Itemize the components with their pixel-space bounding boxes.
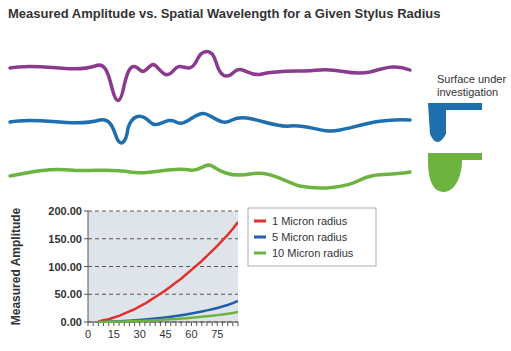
x-tick <box>150 322 151 326</box>
x-tick <box>155 322 156 326</box>
y-tick <box>84 266 88 267</box>
grid-line <box>88 211 238 212</box>
series-line <box>98 222 238 321</box>
x-tick-label: 30 <box>134 328 146 340</box>
x-tick <box>170 322 171 326</box>
x-tick <box>175 322 176 326</box>
x-tick <box>88 322 89 326</box>
x-tick-label: 0 <box>85 328 91 340</box>
x-tick-label: 60 <box>185 328 197 340</box>
x-tick <box>201 322 202 326</box>
grid-line <box>88 266 238 267</box>
x-tick <box>232 322 233 326</box>
legend-label: 1 Micron radius <box>272 215 348 227</box>
x-tick <box>139 322 140 326</box>
grid-line <box>88 238 238 239</box>
legend-swatch <box>254 252 266 255</box>
x-tick <box>165 322 166 326</box>
y-tick-label: 200.00 <box>48 205 82 217</box>
series-line <box>98 312 238 322</box>
y-tick-label: 50.00 <box>54 288 82 300</box>
x-tick <box>129 322 130 326</box>
surface-profile <box>10 52 410 101</box>
x-tick <box>206 322 207 326</box>
legend-label: 10 Micron radius <box>272 247 354 259</box>
x-tick <box>186 322 187 326</box>
stylus-icon <box>428 153 482 192</box>
x-tick <box>238 322 239 326</box>
y-tick <box>84 211 88 212</box>
x-tick-label: 75 <box>211 328 223 340</box>
stylus-icon <box>428 103 482 142</box>
x-tick <box>93 322 94 326</box>
legend-swatch <box>254 220 266 223</box>
x-tick <box>196 322 197 326</box>
surface-profile <box>10 113 410 143</box>
y-tick-label: 0.00 <box>61 316 82 328</box>
x-tick-label: 45 <box>159 328 171 340</box>
x-tick <box>160 322 161 326</box>
legend-label: 5 Micron radius <box>272 231 348 243</box>
surface-profile <box>10 165 410 188</box>
x-tick <box>227 322 228 326</box>
series-group <box>98 222 238 322</box>
legend-swatch <box>254 236 266 239</box>
title: Measured Amplitude vs. Spatial Wavelengt… <box>8 6 440 21</box>
y-tick-label: 150.00 <box>48 233 82 245</box>
y-tick <box>84 294 88 295</box>
x-tick <box>144 322 145 326</box>
plot-area <box>88 211 238 322</box>
x-tick <box>222 322 223 326</box>
y-tick-label: 100.00 <box>48 261 82 273</box>
y-axis <box>88 211 89 322</box>
y-tick <box>84 238 88 239</box>
y-axis-title: Measured Amplitude <box>9 207 23 325</box>
annotation: Surface under investigation <box>437 73 511 99</box>
y-tick <box>84 322 88 323</box>
x-tick-label: 15 <box>108 328 120 340</box>
x-tick <box>217 322 218 326</box>
x-tick <box>191 322 192 326</box>
grid-line <box>88 294 238 295</box>
x-tick <box>212 322 213 326</box>
series-line <box>98 301 238 322</box>
legend-box <box>248 208 376 266</box>
x-tick <box>134 322 135 326</box>
x-tick <box>181 322 182 326</box>
